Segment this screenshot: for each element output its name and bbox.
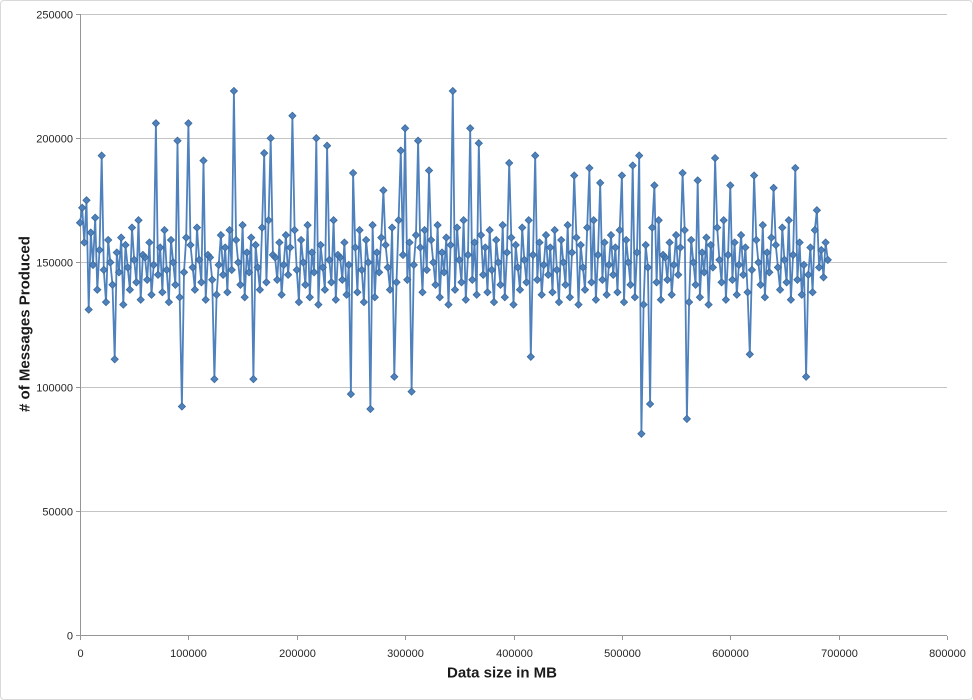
y-tick-label: 250000 xyxy=(36,10,73,22)
x-axis-title: Data size in MB xyxy=(446,664,558,682)
x-tick-label: 300000 xyxy=(387,648,424,660)
y-tick-label: 200000 xyxy=(36,134,73,146)
y-axis-title: # of Messages Produced xyxy=(16,236,34,412)
y-tick-label: 100000 xyxy=(36,383,73,395)
x-tick-label: 800000 xyxy=(929,648,966,660)
x-tick-label: 500000 xyxy=(604,648,641,660)
x-tick-label: 100000 xyxy=(170,648,207,660)
x-tick-label: 700000 xyxy=(821,648,858,660)
series-markers xyxy=(75,86,832,438)
series-line xyxy=(79,90,829,434)
x-tick-label: 400000 xyxy=(496,648,533,660)
y-tick-label: 0 xyxy=(67,631,73,643)
y-tick-label: 50000 xyxy=(42,507,73,519)
x-tick-label: 0 xyxy=(77,648,83,660)
y-tick-label: 150000 xyxy=(36,258,73,270)
x-tick-label: 200000 xyxy=(279,648,316,660)
x-tick-label: 600000 xyxy=(712,648,749,660)
